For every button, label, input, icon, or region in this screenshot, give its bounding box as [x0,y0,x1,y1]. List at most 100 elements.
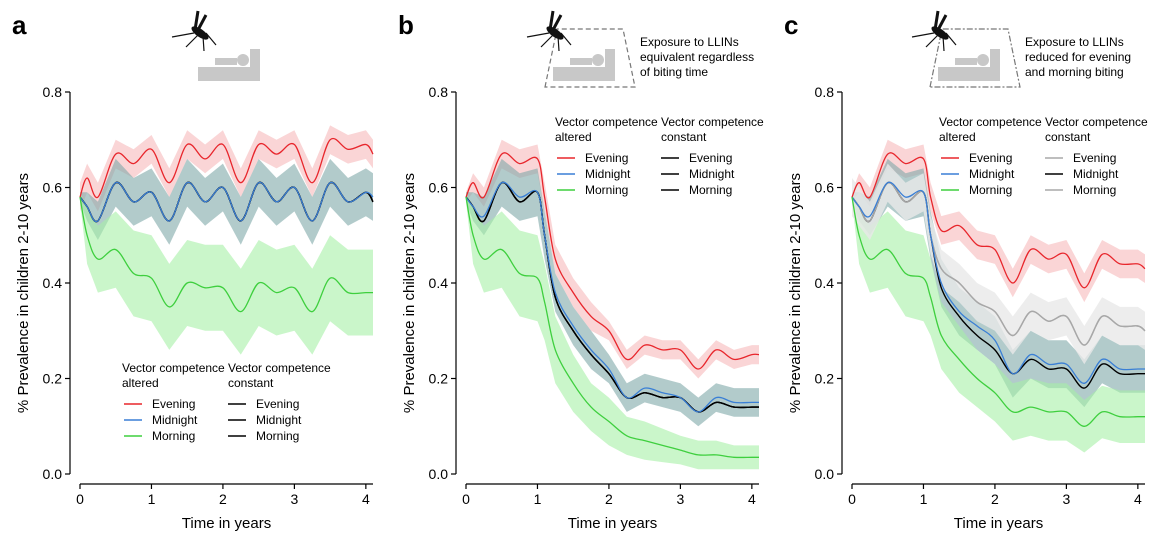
legend-label-constant-midnight: Midnight [256,413,302,427]
legend-group-title: constant [228,376,274,390]
legend-label-morning: Morning [585,183,628,197]
bed-headboard-shape [990,49,1000,81]
chart-panel-a: a 0.0 0.2 0.4 0.6 0.8 0 1 2 3 4 Time in years % Prev… [12,10,374,532]
series-line-altered-morning [851,196,1145,427]
legend-group-title: altered [122,376,159,390]
legend-group-title: altered [939,130,976,144]
x-tick-label: 1 [534,491,542,507]
x-tick-label: 2 [219,491,227,507]
mosquito-legs-shape [911,32,957,52]
band-morning [80,192,373,355]
legend-label-constant-midnight: Midnight [689,167,735,181]
legend-label-constant-morning: Morning [689,183,732,197]
person-body-shape [215,58,237,65]
panel-letter: b [398,10,414,40]
bed-base-shape [198,67,260,81]
bed-base-shape [553,67,615,81]
legend-label-evening: Evening [152,397,195,411]
legend-group-title: Vector competence [555,115,658,129]
panel-note-line: equivalent regardless [640,50,754,64]
legend-label-constant-evening: Evening [256,397,299,411]
x-tick-label: 0 [462,491,470,507]
legend-group-title: Vector competence [228,361,331,375]
mosquito-legs-shape [171,32,217,52]
bed-net-outline [929,28,1021,88]
legend-group-title: altered [555,130,592,144]
mosquito-wing-shape [193,10,208,31]
band-evening [466,139,759,379]
y-tick-label: 0.0 [815,466,835,482]
legend-label-midnight: Midnight [585,167,631,181]
legend-label-constant-evening: Evening [1073,151,1116,165]
legend-label-evening: Evening [969,151,1012,165]
y-tick-label: 0.2 [815,371,835,387]
x-tick-label: 3 [290,491,298,507]
mosquito-legs-shape [526,32,572,52]
mosquito-bed-icon [171,10,260,81]
legend-label-constant-morning: Morning [256,429,299,443]
y-tick-label: 0.6 [815,180,835,196]
bed-headboard-shape [250,49,260,81]
y-tick-label: 0.4 [43,275,63,291]
band-morning [852,192,1145,453]
x-axis-label: Time in years [954,515,1043,532]
legend-label-morning: Morning [969,183,1012,197]
y-tick-label: 0.2 [43,371,63,387]
y-tick-label: 0.4 [429,275,449,291]
series-line-altered-midnight [79,181,374,223]
x-axis-label: Time in years [182,515,271,532]
x-tick-label: 4 [1134,491,1142,507]
legend-group-title: Vector competence [122,361,225,375]
y-tick-label: 0.8 [429,84,449,100]
y-tick-label: 0.6 [43,180,63,196]
x-axis-label: Time in years [568,515,657,532]
legend-label-morning: Morning [152,429,195,443]
series-line-altered-morning [79,196,373,313]
x-tick-label: 2 [605,491,613,507]
legend-group-title: Vector competence [661,115,764,129]
person-head-shape [977,54,989,66]
mosquito-net-bed-icon [526,10,636,88]
y-tick-label: 0.0 [43,466,63,482]
x-tick-label: 0 [848,491,856,507]
y-axis-label: % Prevalence in children 2-10 years [15,173,32,413]
x-tick-label: 3 [1062,491,1070,507]
panel-note-line: and morning biting [1025,65,1124,79]
legend-group-title: Vector competence [939,115,1042,129]
y-axis-label: % Prevalence in children 2-10 years [787,173,804,413]
y-tick-label: 0.8 [43,84,63,100]
panel-note-line: reduced for evening [1025,50,1131,64]
series-line-altered-evening [465,152,760,370]
series-line-altered-evening [79,137,374,199]
y-tick-label: 0.6 [429,180,449,196]
legend-label-constant-midnight: Midnight [1073,167,1119,181]
mosquito-wing-shape [933,10,948,31]
band-constant-faded [852,163,1145,365]
person-body-shape [955,58,977,65]
legend-group-title: constant [661,130,707,144]
legend-label-midnight: Midnight [969,167,1015,181]
x-tick-label: 4 [362,491,370,507]
panel-note-line: Exposure to LLINs [640,35,739,49]
y-axis-label: % Prevalence in children 2-10 years [401,173,418,413]
series-line-altered-morning [465,196,759,459]
series-line-altered-midnight [851,181,1145,384]
legend-label-constant-morning: Morning [1073,183,1116,197]
series-line-altered-evening [851,152,1146,289]
person-head-shape [237,54,249,66]
y-tick-label: 0.2 [429,371,449,387]
x-tick-label: 1 [920,491,928,507]
y-tick-label: 0.0 [429,466,449,482]
x-tick-label: 1 [148,491,156,507]
y-tick-label: 0.8 [815,84,835,100]
y-tick-label: 0.4 [815,275,835,291]
mosquito-net-bed-icon [911,10,1021,88]
band-morning [466,192,759,470]
legend-group-title: Vector competence [1045,115,1148,129]
